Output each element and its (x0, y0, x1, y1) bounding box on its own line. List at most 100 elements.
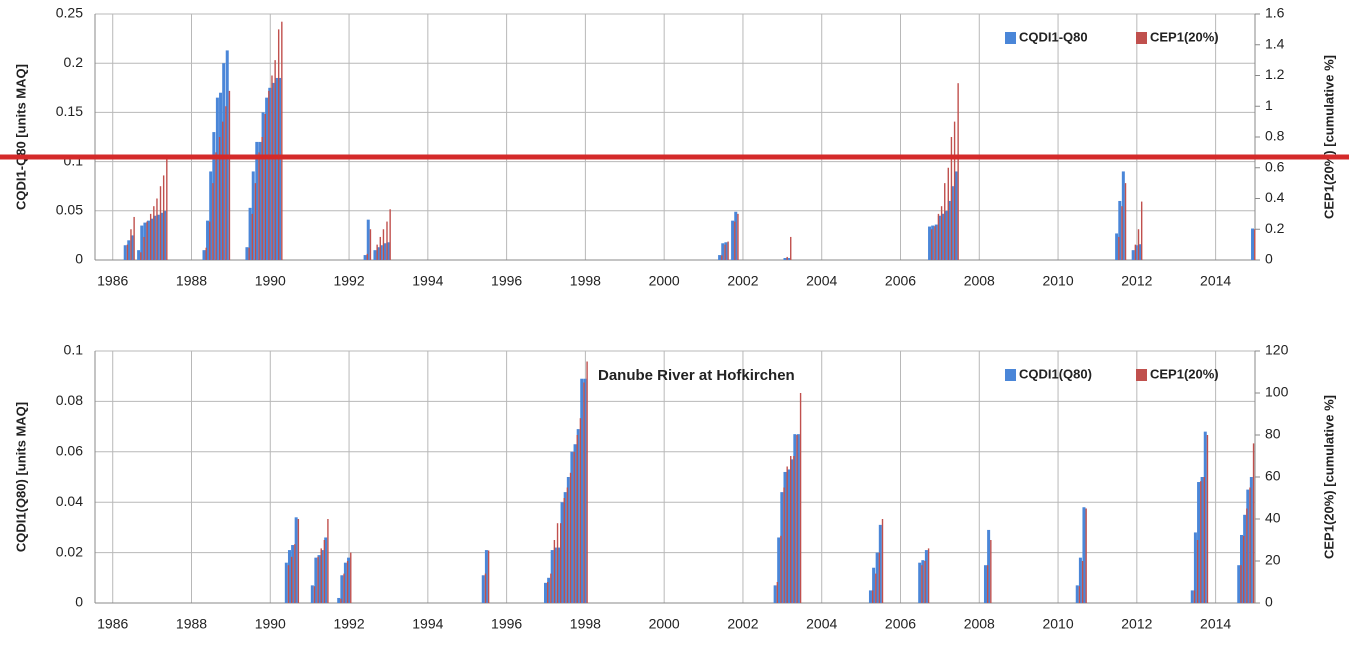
bar (209, 221, 211, 260)
bar (324, 537, 328, 603)
bar (576, 429, 580, 603)
x-tick-label: 1992 (333, 273, 364, 289)
y2-tick-label: 80 (1265, 426, 1281, 442)
bar (1200, 477, 1204, 603)
bar (1137, 229, 1140, 260)
x-tick-label: 1986 (97, 273, 128, 289)
bar (1240, 565, 1242, 603)
y2-tick-label: 1.4 (1265, 35, 1285, 51)
bar (799, 393, 802, 603)
bar (918, 562, 922, 603)
bar (576, 435, 578, 603)
bar (934, 224, 938, 260)
bar (777, 537, 781, 603)
bar (1252, 443, 1255, 603)
bar (123, 245, 127, 260)
bar (327, 519, 329, 603)
bar (990, 540, 992, 603)
bar (787, 258, 791, 260)
y-tick-label: 0.02 (56, 543, 83, 559)
bar (258, 141, 262, 260)
x-tick-label: 1988 (176, 273, 207, 289)
bar (986, 565, 989, 603)
bar (881, 519, 884, 603)
x-tick-label: 1988 (176, 616, 207, 632)
bar (1078, 586, 1081, 603)
bar (796, 435, 798, 603)
bar (1246, 489, 1250, 603)
y-tick-label: 0.15 (56, 103, 83, 119)
bar (1243, 535, 1245, 603)
bar (586, 361, 588, 603)
bar (277, 29, 280, 260)
bar (245, 247, 249, 260)
y2-tick-label: 1.2 (1265, 66, 1285, 82)
y-tick-label: 0.25 (56, 5, 83, 21)
x-tick-label: 2002 (727, 273, 758, 289)
legend-label: CEP1(20%) (1150, 366, 1219, 381)
bar (284, 562, 288, 603)
legend-swatch (1005, 369, 1016, 381)
x-tick-label: 1998 (570, 273, 601, 289)
bar (947, 167, 949, 260)
bar (783, 487, 785, 603)
bar (133, 216, 135, 260)
bar (957, 83, 959, 260)
bar (875, 573, 877, 603)
bar (337, 597, 341, 603)
bar (927, 548, 930, 603)
bar (727, 241, 729, 260)
legend-swatch (1005, 32, 1016, 44)
bar (931, 225, 935, 260)
bar (953, 121, 956, 260)
bar (373, 250, 377, 260)
bar (376, 247, 380, 260)
bar (251, 213, 253, 260)
y-tick-label: 0.1 (64, 342, 84, 358)
bar (1246, 508, 1248, 603)
bar (159, 212, 163, 260)
bar (212, 183, 214, 260)
bar (215, 152, 217, 260)
bar (566, 477, 570, 603)
bar (340, 575, 344, 603)
bar (1243, 514, 1247, 603)
y2-tick-label: 60 (1265, 468, 1281, 484)
bar (481, 575, 485, 603)
bar (287, 550, 291, 603)
bar (274, 77, 278, 261)
y-tick-label: 0.04 (56, 493, 83, 509)
bar (734, 211, 738, 260)
bar (780, 492, 784, 603)
bar (484, 573, 487, 603)
bar (484, 550, 488, 603)
bar (317, 556, 319, 603)
x-tick-label: 2010 (1042, 273, 1073, 289)
bar (724, 244, 726, 260)
bar (550, 550, 554, 603)
bar (383, 243, 387, 260)
bar (320, 550, 324, 603)
bar (1249, 477, 1253, 603)
bar (310, 585, 314, 603)
bar (796, 434, 800, 603)
bar (297, 519, 300, 603)
bar (340, 598, 342, 603)
bar (921, 560, 925, 603)
bar (786, 466, 788, 603)
x-tick-label: 1996 (491, 616, 522, 632)
bar (941, 213, 945, 260)
bar (1190, 590, 1194, 603)
bar (271, 75, 273, 260)
bar (278, 77, 282, 261)
bar (389, 209, 391, 260)
x-tick-label: 2012 (1121, 273, 1152, 289)
bar (146, 221, 148, 260)
bar (718, 255, 722, 260)
bar (166, 155, 168, 260)
bar (1131, 250, 1135, 260)
bar (140, 252, 142, 260)
